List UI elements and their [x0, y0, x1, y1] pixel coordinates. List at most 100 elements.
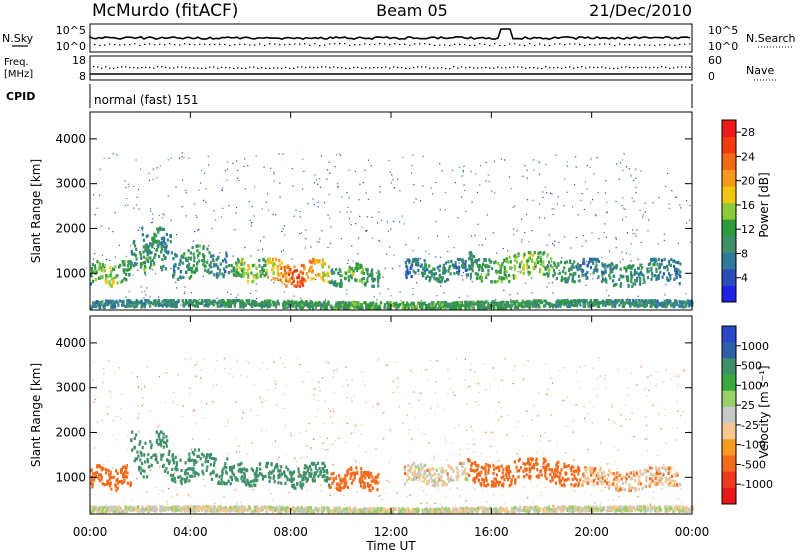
echo-cell	[157, 303, 160, 308]
echo-cell	[317, 273, 320, 277]
echo-cell	[361, 475, 364, 479]
echo-cell	[285, 284, 288, 288]
echo-cell	[165, 244, 168, 248]
echo-cell	[468, 473, 471, 477]
echo-dot	[419, 200, 422, 202]
echo-cell	[186, 264, 189, 269]
echo-cell	[628, 472, 631, 477]
echo-cell	[327, 272, 330, 276]
echo-cell	[174, 455, 177, 459]
echo-dot	[384, 267, 386, 269]
echo-cell	[222, 480, 225, 484]
echo-cell	[98, 464, 101, 468]
echo-cell	[590, 473, 593, 477]
echo-dot	[362, 182, 364, 184]
echo-cell	[641, 303, 644, 307]
echo-cell	[402, 305, 405, 309]
echo-cell	[102, 305, 105, 309]
echo-cell	[221, 469, 224, 473]
echo-dot	[658, 274, 660, 276]
echo-cell	[359, 263, 362, 267]
echo-dot	[230, 293, 232, 295]
echo-cell	[185, 300, 188, 304]
echo-cell	[666, 278, 669, 282]
echo-cell	[523, 263, 526, 267]
echo-cell	[114, 265, 117, 269]
echo-dot	[622, 169, 624, 171]
echo-dot	[319, 238, 321, 240]
echo-dot	[616, 163, 618, 165]
nave-dot	[353, 66, 355, 69]
echo-dot	[483, 258, 485, 260]
echo-cell	[395, 307, 398, 311]
nave-dot	[525, 67, 527, 69]
echo-cell	[98, 303, 101, 308]
echo-dot	[585, 284, 587, 286]
echo-cell	[323, 273, 326, 277]
echo-cell	[249, 303, 252, 307]
echo-cell	[197, 454, 200, 458]
nsearch-dot	[99, 44, 101, 47]
echo-cell	[218, 268, 222, 272]
colorbar-tick-label: 24	[741, 150, 755, 163]
echo-cell	[418, 301, 421, 305]
echo-cell	[494, 477, 497, 481]
echo-cell	[285, 265, 288, 270]
echo-cell	[433, 267, 436, 271]
echo-cell	[651, 274, 654, 278]
echo-cell	[141, 461, 144, 466]
echo-cell	[230, 478, 234, 482]
echo-dot	[158, 214, 160, 217]
echo-cell	[265, 461, 268, 465]
echo-dot	[328, 161, 330, 163]
echo-dot	[635, 186, 637, 189]
echo-dot	[472, 267, 474, 269]
echo-dot	[422, 155, 424, 157]
echo-cell	[376, 475, 379, 479]
echo-cell	[347, 278, 351, 282]
echo-cell	[229, 299, 232, 303]
echo-cell	[532, 466, 535, 470]
echo-cell	[493, 477, 496, 481]
echo-cell	[500, 264, 503, 269]
echo-cell	[376, 277, 380, 281]
echo-dot	[561, 257, 563, 259]
echo-cell	[224, 302, 227, 307]
echo-cell	[626, 278, 629, 282]
echo-cell	[235, 267, 238, 271]
echo-cell	[408, 259, 411, 263]
echo-cell	[653, 481, 656, 485]
echo-cell	[326, 475, 329, 480]
echo-dot	[334, 166, 336, 168]
echo-dot	[183, 293, 185, 295]
echo-cell	[112, 475, 115, 479]
nave-dot	[369, 67, 371, 69]
echo-cell	[640, 272, 644, 276]
echo-cell	[444, 269, 447, 273]
date-label: 21/Dec/2010	[589, 1, 692, 20]
echo-cell	[335, 482, 338, 487]
echo-cell	[470, 462, 474, 466]
echo-cell	[282, 274, 285, 278]
echo-cell	[475, 261, 478, 265]
echo-cell	[532, 265, 535, 269]
echo-cell	[551, 469, 554, 474]
echo-dot	[164, 238, 166, 240]
echo-cell	[453, 272, 456, 276]
echo-dot	[307, 203, 309, 205]
echo-dot	[115, 277, 117, 279]
echo-dot	[170, 268, 172, 270]
nave-dot	[609, 67, 611, 69]
echo-dot	[109, 260, 111, 262]
echo-dot	[615, 247, 617, 249]
echo-cell	[494, 260, 497, 264]
echo-cell	[555, 265, 558, 269]
echo-cell	[173, 304, 176, 308]
echo-cell	[188, 262, 191, 266]
echo-dot	[601, 256, 603, 259]
echo-cell	[583, 262, 586, 266]
echo-cell	[110, 476, 113, 480]
echo-cell	[245, 272, 248, 276]
